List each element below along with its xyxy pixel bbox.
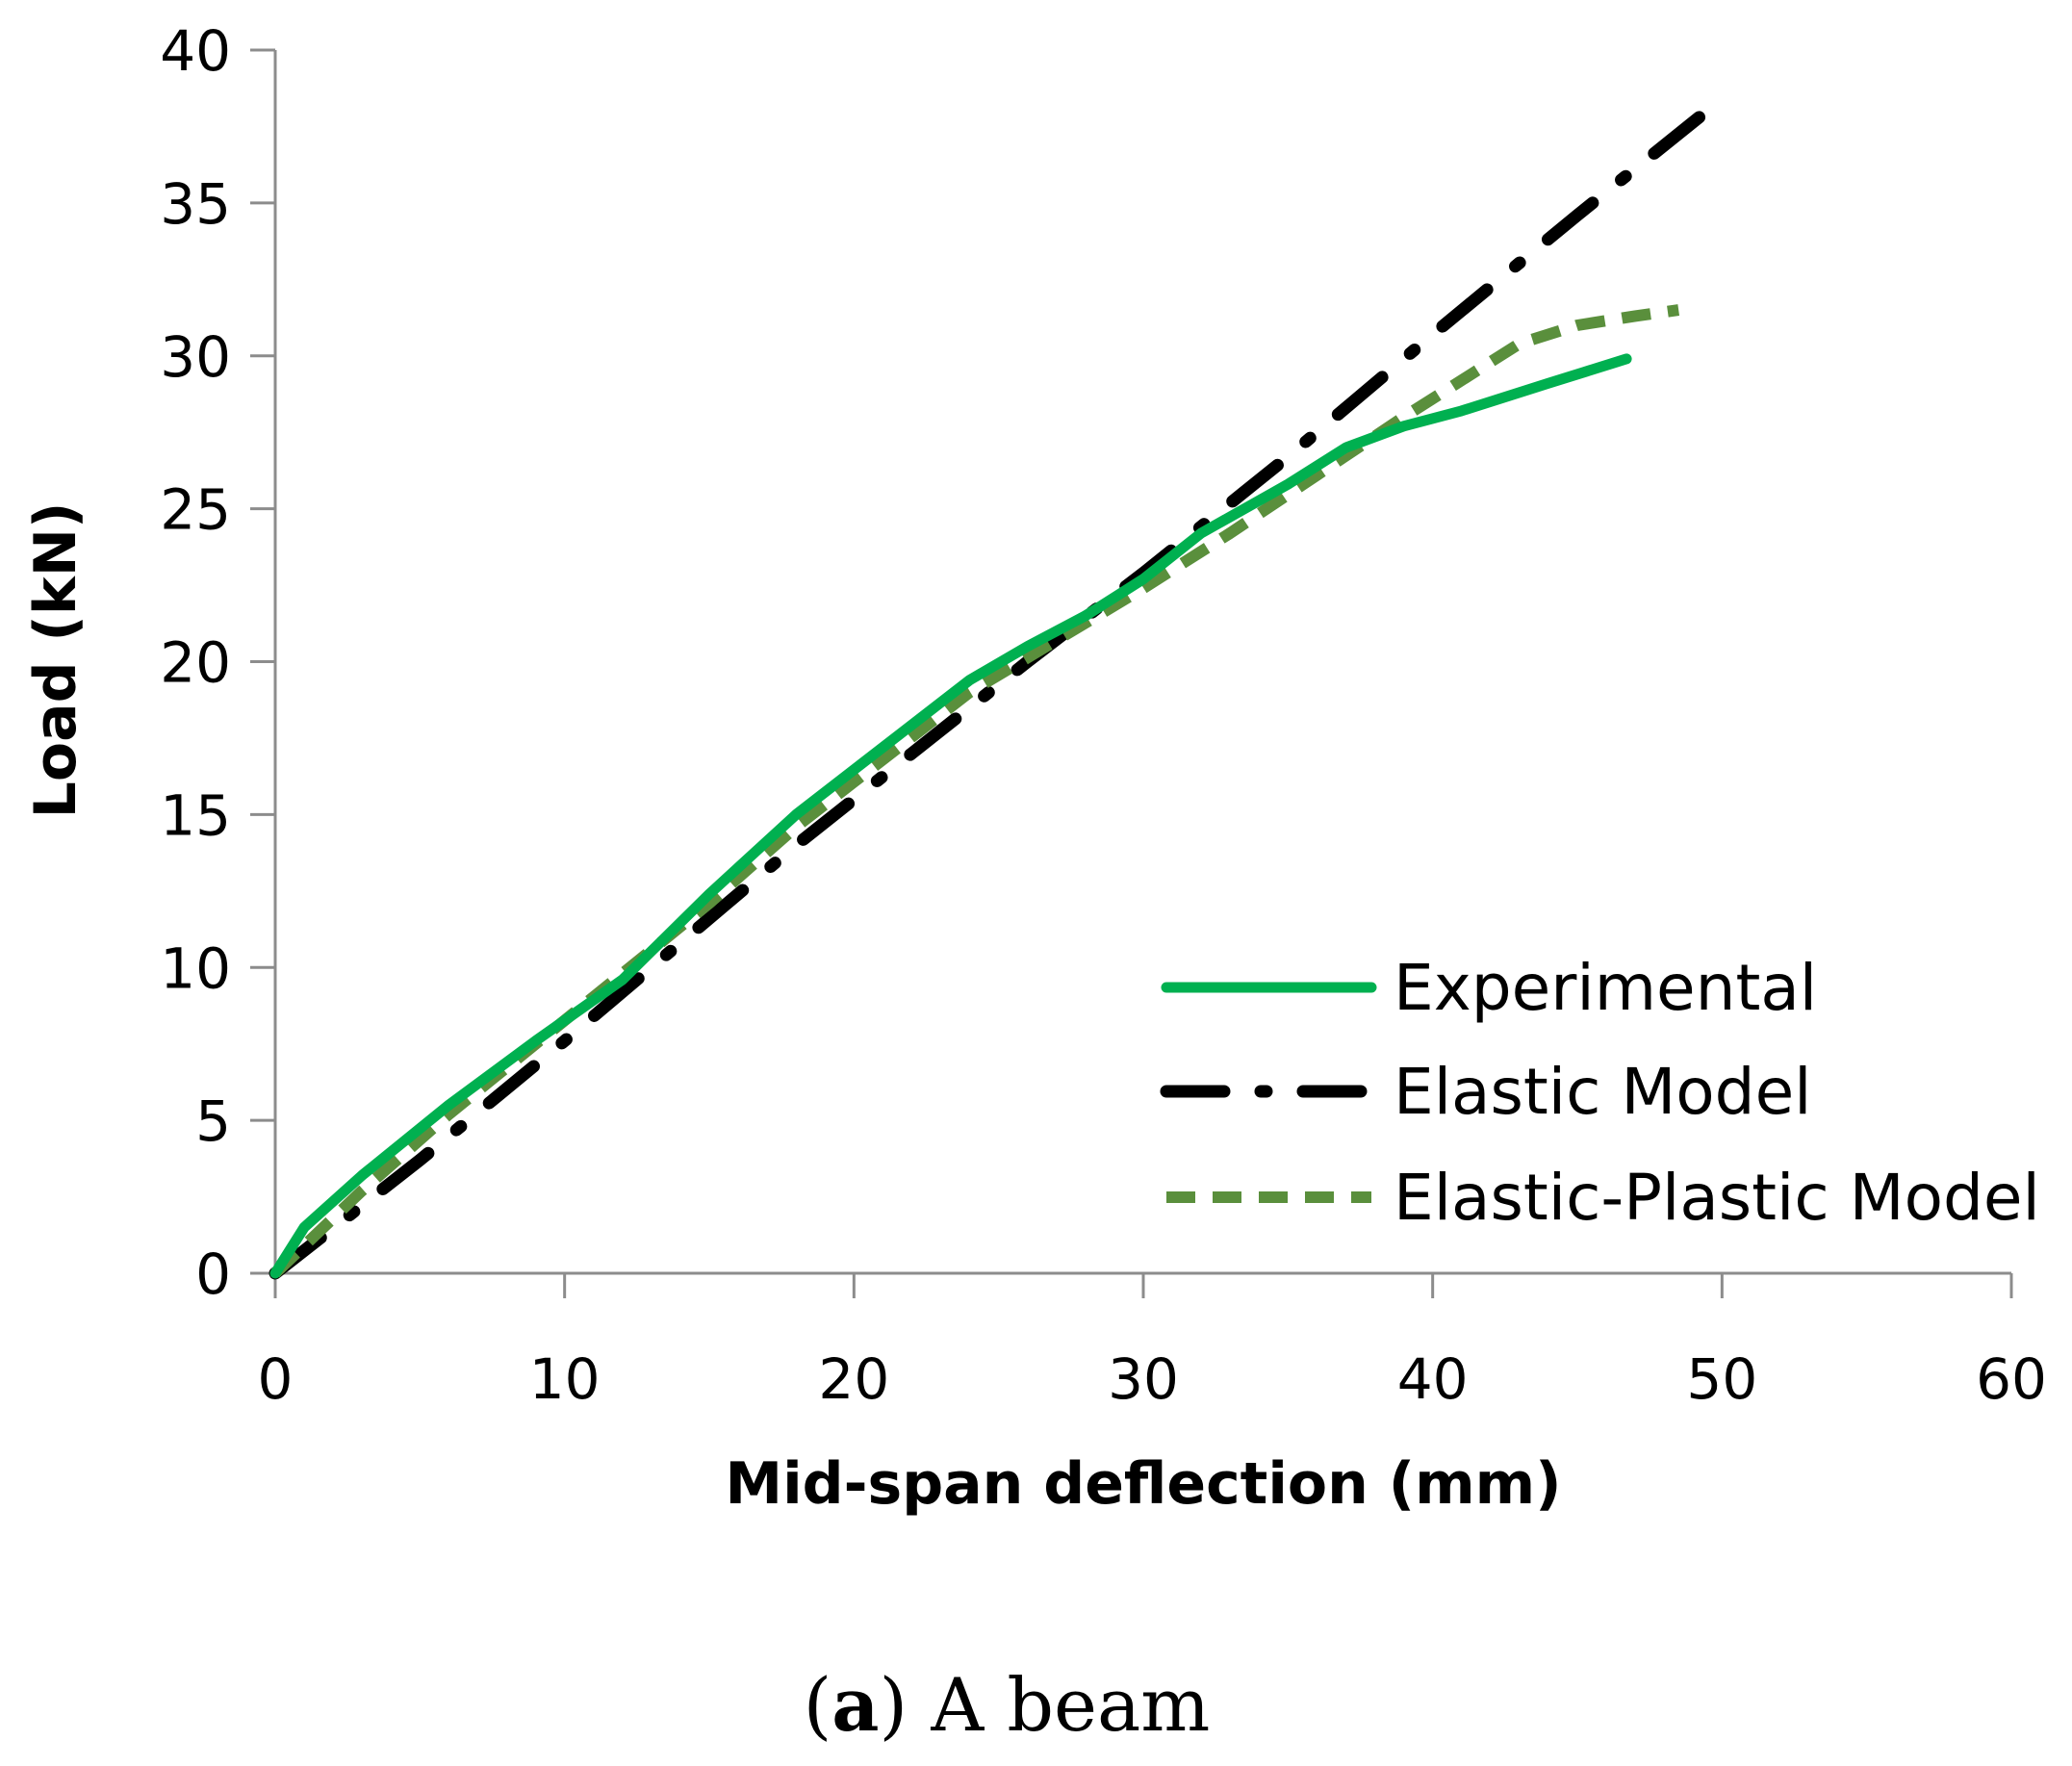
x-tick-label: 60 (1976, 1346, 2047, 1412)
chart-axes: 0 5 10 15 20 25 30 35 40 0 10 20 30 40 50 60 (160, 18, 2047, 1412)
figure-caption: (a) A beam (804, 1662, 1211, 1748)
x-tick-label: 20 (818, 1346, 889, 1412)
x-tick-label: 30 (1108, 1346, 1179, 1412)
x-tick-label: 0 (258, 1346, 294, 1412)
caption-letter: a (831, 1662, 879, 1748)
y-tick-label: 30 (160, 324, 231, 390)
x-tick-label: 10 (529, 1346, 601, 1412)
y-tick-label: 40 (160, 18, 231, 84)
y-tick-label: 5 (195, 1088, 231, 1154)
chart-legend: Experimental Elastic Model Elastic-Plastic… (1160, 951, 2040, 1235)
y-tick-label: 20 (160, 630, 231, 696)
y-tick-label: 0 (195, 1241, 231, 1307)
chart-series (269, 101, 1717, 1280)
legend-label: Elastic-Plastic Model (1394, 1161, 2040, 1235)
legend-label: Elastic Model (1394, 1055, 1812, 1129)
x-axis-title: Mid-span deflection (mm) (725, 1450, 1561, 1518)
legend-label: Experimental (1394, 951, 1817, 1025)
caption-text: A beam (908, 1662, 1210, 1748)
y-tick-label: 35 (160, 171, 231, 237)
series-line-elastic-model (269, 101, 1717, 1280)
y-tick-label: 15 (160, 782, 231, 848)
y-tick-label: 25 (160, 477, 231, 543)
x-tick-label: 50 (1686, 1346, 1757, 1412)
y-tick-label: 10 (160, 935, 231, 1001)
x-tick-label: 40 (1397, 1346, 1469, 1412)
series-line-experimental (269, 353, 1632, 1279)
y-axis-title: Load (kN) (22, 502, 90, 819)
